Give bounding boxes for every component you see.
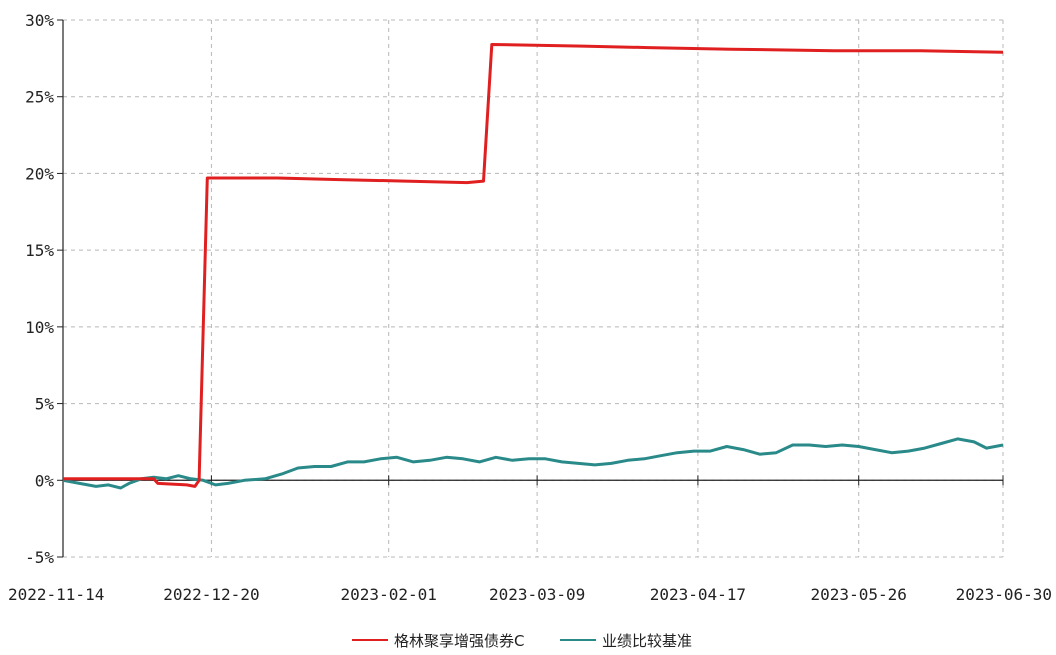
x-tick-label: 2023-06-30 — [956, 585, 1052, 604]
legend-label-0: 格林聚享增强债券C — [394, 632, 524, 650]
y-tick-label: -5% — [25, 548, 54, 567]
x-tick-label: 2023-04-17 — [650, 585, 746, 604]
x-tick-label: 2023-03-09 — [489, 585, 585, 604]
grid — [63, 19, 1004, 558]
y-tick-label: 10% — [25, 318, 54, 337]
legend-label-1: 业绩比较基准 — [602, 632, 692, 650]
legend: 格林聚享增强债券C 业绩比较基准 — [352, 632, 692, 650]
y-tick-label: 5% — [35, 395, 55, 414]
series-lines — [62, 43, 1004, 490]
axes: -5% 0% 5% 10% 15% 20% 25% 30% 2022-11-14 2022-12-… — [8, 11, 1052, 604]
x-tick-label: 2022-12-20 — [163, 585, 259, 604]
x-tick-label: 2022-11-14 — [8, 585, 104, 604]
series-line-1 — [62, 437, 1004, 490]
y-tick-label: 15% — [25, 241, 54, 260]
y-tick-label: 20% — [25, 164, 54, 183]
x-tick-label: 2023-02-01 — [341, 585, 437, 604]
series-line-0 — [63, 43, 1004, 488]
y-tick-label: 0% — [35, 471, 55, 490]
x-tick-label: 2023-05-26 — [811, 585, 907, 604]
y-tick-label: 25% — [25, 88, 54, 107]
y-tick-label: 30% — [25, 11, 54, 30]
